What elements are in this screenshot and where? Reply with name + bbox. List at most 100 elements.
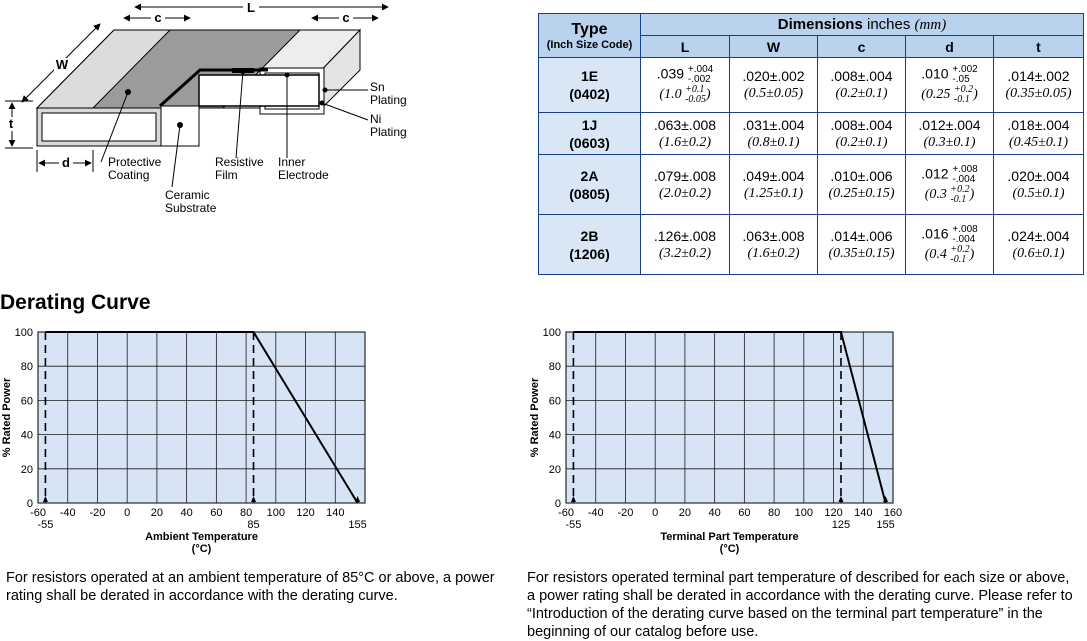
inner-electrode-label-2: Electrode bbox=[278, 168, 329, 182]
dimensions-table-body: 1E (0402) .039 +.004 -.002 (1.0 +0.1 -0.05) .0… bbox=[538, 57, 1084, 275]
dimension-mm-value: (0.2±0.1) bbox=[835, 86, 888, 101]
marked-temperature-label: 155 bbox=[876, 519, 894, 531]
column-header-d: d bbox=[905, 35, 994, 58]
dimension-mm-value: (0.3±0.1) bbox=[923, 134, 976, 150]
x-tick-label: -20 bbox=[618, 507, 634, 519]
plot-background bbox=[38, 332, 365, 503]
dimension-value: .063±.008 bbox=[742, 227, 805, 244]
derating-curve-title: Derating Curve bbox=[0, 291, 151, 314]
x-axis-title: Terminal Part Temperature bbox=[660, 531, 798, 543]
x-tick-label: 160 bbox=[884, 507, 902, 519]
y-tick-label: 0 bbox=[27, 498, 33, 510]
dimension-mm-value: (1.25±0.1) bbox=[743, 185, 803, 201]
y-tick-label: 0 bbox=[555, 498, 561, 510]
mm-tolerance-upper: +0.2 bbox=[953, 84, 974, 95]
tolerance-upper: +.002 bbox=[952, 64, 978, 75]
y-tick-label: 20 bbox=[549, 464, 561, 476]
ni-plating-label-1: Ni bbox=[370, 112, 381, 126]
resistive-film-label-1: Resistive bbox=[215, 155, 264, 169]
dimension-mm-tolerance: +0.2 -0.1 bbox=[950, 244, 969, 265]
inch-size-code-value: (0603) bbox=[569, 134, 610, 151]
ceramic-substrate-label-1: Ceramic bbox=[165, 188, 210, 202]
x-tick-label: -60 bbox=[30, 507, 46, 519]
dimension-tolerance: +.008 -.004 bbox=[952, 223, 978, 245]
dim-W-label: W bbox=[56, 57, 69, 72]
dimension-mm-value: (0.2±0.1) bbox=[835, 134, 888, 150]
dimension-mm-close: ) bbox=[705, 87, 711, 103]
dimension-value: .020±.004 bbox=[1007, 167, 1070, 184]
marked-temperature-arrow bbox=[42, 496, 48, 502]
tolerance-upper: +.008 bbox=[952, 223, 978, 235]
table-row: 2A (0805) .079±.008 (2.0±0.2) .049±.004 (1.25… bbox=[538, 154, 1084, 215]
x-tick-label: -40 bbox=[588, 507, 604, 519]
y-tick-label: 20 bbox=[21, 464, 33, 476]
dimension-cell-c: .008±.004 (0.2±0.1) bbox=[817, 112, 906, 155]
x-tick-label: 20 bbox=[151, 507, 163, 519]
dimension-mm-close: ) bbox=[969, 186, 975, 202]
y-tick-label: 60 bbox=[549, 395, 561, 407]
type-header: Type (Inch Size Code) bbox=[538, 13, 641, 58]
type-cell: 1E (0402) bbox=[538, 57, 641, 113]
mm-tolerance-upper: +0.1 bbox=[685, 84, 705, 95]
dimensions-header: Dimensions inches (mm) bbox=[640, 13, 1084, 36]
dimension-mm-value: (0.35±0.15) bbox=[828, 245, 895, 261]
dimension-mm-value: (2.0±0.2) bbox=[658, 185, 711, 201]
x-tick-label: 100 bbox=[267, 507, 285, 519]
dimension-value: .016 bbox=[921, 225, 949, 242]
dimension-cell-d: .010 +.002 -.05 (0.25 +0.2 -0.1) bbox=[905, 57, 994, 113]
inch-size-code-value: (0805) bbox=[569, 185, 610, 202]
x-tick-label: 80 bbox=[768, 507, 780, 519]
x-tick-label: -60 bbox=[558, 507, 574, 519]
dimension-value: .010±.006 bbox=[830, 167, 893, 184]
dimension-mm-close: ) bbox=[973, 87, 978, 103]
dimension-mm-value: (0.45±0.1) bbox=[1008, 134, 1068, 150]
dimension-value: .008±.004 bbox=[830, 68, 893, 84]
type-cell: 1J (0603) bbox=[538, 112, 641, 155]
marked-temperature-label: -55 bbox=[37, 519, 53, 531]
dimension-mm-value: (1.0 bbox=[659, 87, 682, 103]
dimension-mm-value: (0.8±0.1) bbox=[747, 134, 800, 150]
type-cell: 2A (0805) bbox=[538, 154, 641, 215]
dim-c-left-label: c bbox=[154, 10, 161, 25]
x-tick-label: 0 bbox=[652, 507, 658, 519]
dimensions-table: Type (Inch Size Code) Dimensions inches … bbox=[538, 13, 1084, 275]
dimension-mm-value: (0.5±0.1) bbox=[1012, 185, 1065, 201]
dimension-value: .024±.004 bbox=[1007, 227, 1070, 244]
inch-size-code-header: (Inch Size Code) bbox=[546, 38, 633, 51]
terminal-derating-chart: 0 20 40 60 80 100 -60 -40 -20 0 20 40 60 80 100 120 140 1… bbox=[529, 327, 902, 555]
x-tick-label: 100 bbox=[795, 507, 813, 519]
dimension-value: .049±.004 bbox=[742, 167, 805, 184]
dimension-cell-c: .014±.006 (0.35±0.15) bbox=[817, 214, 906, 275]
dimension-cell-t: .018±.004 (0.45±0.1) bbox=[993, 112, 1084, 155]
mm-tolerance-lower: -0.1 bbox=[950, 253, 967, 265]
inch-size-code-value: (1206) bbox=[569, 245, 610, 262]
dimension-cell-W: .049±.004 (1.25±0.1) bbox=[729, 154, 818, 215]
column-header-W: W bbox=[729, 35, 818, 58]
type-value: 2A bbox=[580, 167, 599, 184]
type-header-label: Type bbox=[571, 20, 608, 38]
dimension-tolerance: +.002 -.05 bbox=[952, 65, 977, 85]
dimension-cell-W: .020±.002 (0.5±0.05) bbox=[729, 57, 818, 113]
tolerance-lower: -.004 bbox=[952, 233, 976, 245]
dim-c-right-label: c bbox=[342, 10, 349, 25]
dim-d-label: d bbox=[62, 155, 70, 170]
table-row: 1J (0603) .063±.008 (1.6±0.2) .031±.004 (0.8±… bbox=[538, 112, 1084, 155]
dimension-cell-d: .016 +.008 -.004 (0.4 +0.2 -0.1) bbox=[905, 214, 994, 275]
x-tick-label: 120 bbox=[296, 507, 314, 519]
type-value: 1J bbox=[581, 116, 598, 133]
dimension-mm-value: (1.6±0.2) bbox=[658, 134, 711, 150]
dimension-value: .010 bbox=[921, 65, 949, 82]
dimension-cell-L: .126±.008 (3.2±0.2) bbox=[640, 214, 730, 275]
y-tick-label: 40 bbox=[549, 430, 561, 442]
dimension-value: .008±.004 bbox=[830, 116, 893, 133]
y-tick-label: 100 bbox=[15, 327, 33, 339]
x-tick-label: -20 bbox=[90, 507, 106, 519]
marked-temperature-arrow bbox=[838, 496, 844, 502]
dimension-mm-value: (0.4 bbox=[924, 246, 947, 262]
x-tick-label: 120 bbox=[824, 507, 842, 519]
derating-curve-line bbox=[573, 331, 887, 504]
y-tick-label: 60 bbox=[21, 395, 33, 407]
x-tick-label: 140 bbox=[326, 507, 344, 519]
dimension-cell-L: .039 +.004 -.002 (1.0 +0.1 -0.05) bbox=[640, 57, 730, 113]
ambient-derating-note: For resistors operated at an ambient tem… bbox=[6, 570, 495, 604]
